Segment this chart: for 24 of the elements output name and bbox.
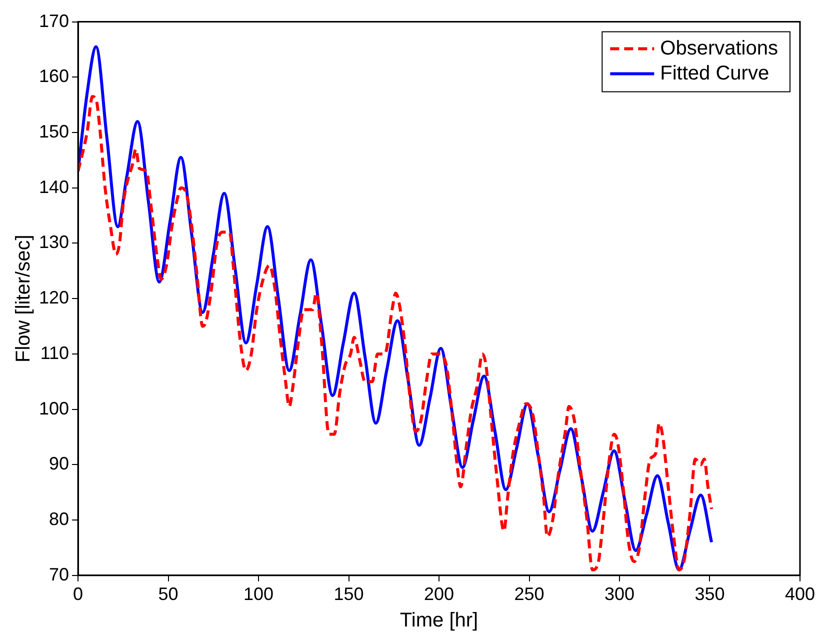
y-tick-label: 110 bbox=[40, 342, 70, 363]
x-tick-label: 350 bbox=[694, 584, 725, 604]
legend-label: Observations bbox=[660, 37, 778, 60]
y-tick-label: 100 bbox=[38, 398, 70, 418]
x-tick-label: 300 bbox=[604, 584, 635, 604]
x-tick-label: 100 bbox=[243, 584, 274, 604]
x-tick-label: 150 bbox=[334, 584, 364, 604]
y-tick-label: 120 bbox=[38, 288, 70, 308]
y-tick-label: 130 bbox=[38, 232, 70, 252]
y-tick-label: 170 bbox=[38, 10, 70, 31]
y-tick-label: 90 bbox=[49, 454, 70, 474]
y-tick-label: 160 bbox=[38, 66, 70, 86]
y-tick-label: 70 bbox=[49, 564, 70, 584]
y-axis-title: Flow [liter/sec] bbox=[12, 234, 35, 363]
y-tick-label: 80 bbox=[49, 509, 70, 530]
x-tick-label: 200 bbox=[424, 584, 454, 604]
y-tick-label: 140 bbox=[38, 176, 70, 197]
x-tick-label: 400 bbox=[784, 584, 816, 604]
x-tick-label: 50 bbox=[158, 584, 178, 604]
x-tick-label: 250 bbox=[514, 584, 544, 604]
x-axis-title: Time [hr] bbox=[400, 610, 478, 632]
y-tick-label: 150 bbox=[38, 121, 70, 142]
legend-label: Fitted Curve bbox=[660, 62, 770, 84]
x-tick-label: 0 bbox=[73, 584, 84, 604]
